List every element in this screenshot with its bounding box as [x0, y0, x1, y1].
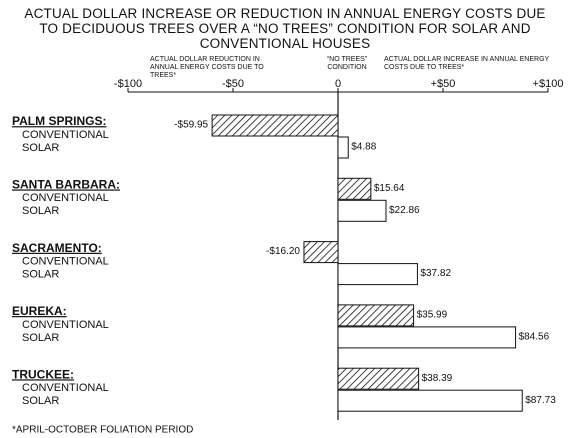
annotation-box: “NO TREES” CONDITION — [326, 56, 368, 71]
bar — [337, 367, 420, 390]
annotation: ACTUAL DOLLAR INCREASE IN ANNUAL ENERGY … — [384, 56, 550, 71]
x-tick-label: +$50 — [431, 78, 456, 90]
series-label: CONVENTIONAL — [22, 319, 109, 331]
bar — [337, 136, 349, 159]
series-label: SOLAR — [22, 142, 59, 154]
series-label: CONVENTIONAL — [22, 192, 109, 204]
footnote: *APRIL-OCTOBER FOLIATION PERIOD — [12, 425, 193, 436]
bar — [337, 304, 415, 327]
series-label: CONVENTIONAL — [22, 129, 109, 141]
series-label: CONVENTIONAL — [22, 382, 109, 394]
value-label: -$16.20 — [266, 246, 300, 257]
value-label: $87.73 — [525, 395, 556, 406]
category-label: PALM SPRINGS: — [12, 114, 106, 128]
value-label: $22.86 — [389, 205, 420, 216]
bar — [337, 326, 517, 349]
x-tick-label: +$100 — [533, 78, 564, 90]
category-label: TRUCKEE: — [12, 367, 74, 381]
series-label: SOLAR — [22, 269, 59, 281]
value-label: $15.64 — [374, 183, 405, 194]
category-label: SANTA BARBARA: — [12, 177, 120, 191]
series-label: SOLAR — [22, 332, 59, 344]
bar — [337, 177, 372, 200]
value-label: $4.88 — [351, 142, 376, 153]
value-label: $37.82 — [420, 268, 451, 279]
annotation: “NO TREES” CONDITION — [326, 56, 368, 71]
x-tick-label: 0 — [335, 78, 341, 90]
value-label: $35.99 — [417, 310, 448, 321]
value-label: $84.56 — [519, 332, 550, 343]
bar — [337, 263, 418, 286]
bar — [337, 199, 387, 222]
category-label: SACRAMENTO: — [12, 241, 102, 255]
value-label: $38.39 — [422, 373, 453, 384]
category-label: EUREKA: — [12, 304, 67, 318]
series-label: SOLAR — [22, 205, 59, 217]
bar — [211, 114, 339, 137]
annotation-box: ACTUAL DOLLAR REDUCTION IN ANNUAL ENERGY… — [150, 56, 264, 79]
annotation-box: ACTUAL DOLLAR INCREASE IN ANNUAL ENERGY … — [384, 56, 550, 71]
x-tick-label: -$100 — [114, 78, 142, 90]
series-label: SOLAR — [22, 395, 59, 407]
chart-title: ACTUAL DOLLAR INCREASE OR REDUCTION IN A… — [24, 6, 546, 51]
x-tick-label: -$50 — [222, 78, 244, 90]
bar — [337, 389, 523, 412]
series-label: CONVENTIONAL — [22, 256, 109, 268]
bar — [303, 241, 339, 264]
value-label: -$59.95 — [174, 120, 208, 131]
annotation: ACTUAL DOLLAR REDUCTION IN ANNUAL ENERGY… — [150, 56, 264, 79]
